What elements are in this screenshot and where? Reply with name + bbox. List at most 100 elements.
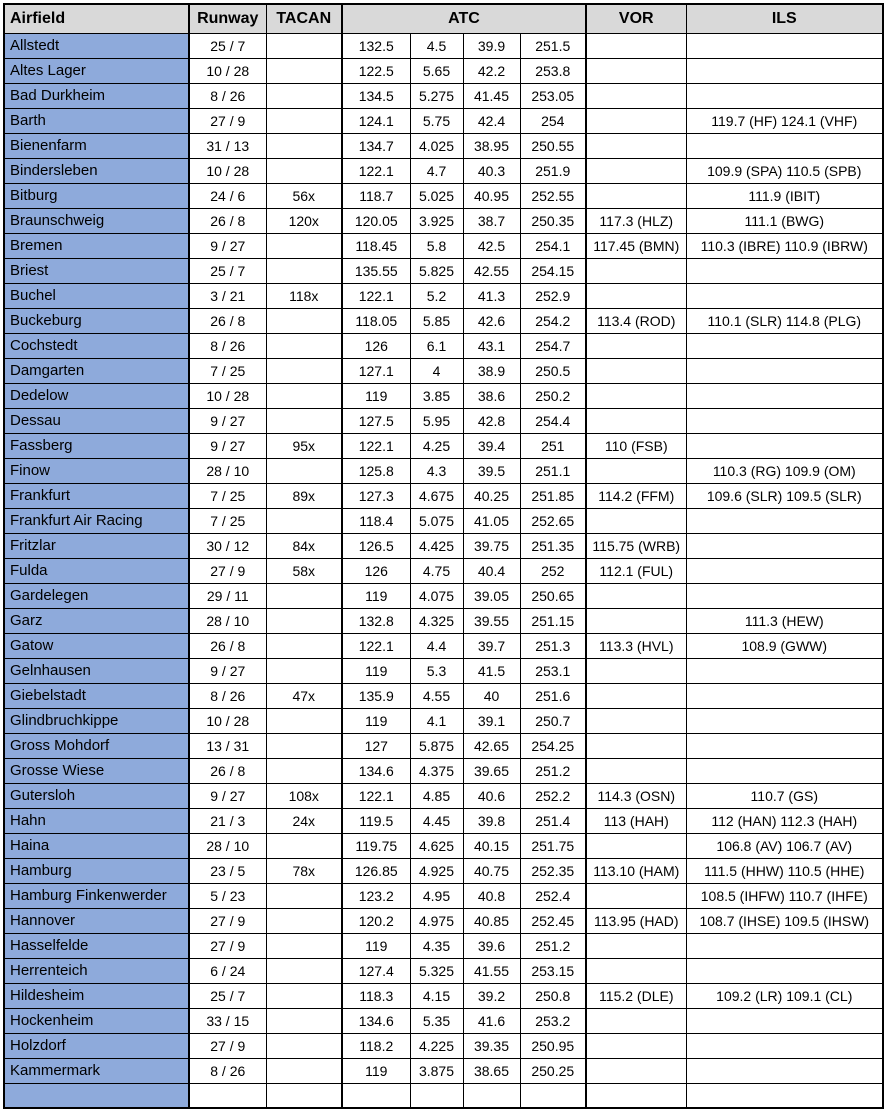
table-row: Hasselfelde 27 / 9 119 4.35 39.6 251.2 <box>3 932 884 959</box>
ils-cell: 110.1 (SLR) 114.8 (PLG) <box>685 307 884 334</box>
atc-cell: 39.1 <box>462 707 521 734</box>
ils-cell <box>685 657 884 684</box>
runway-cell: 24 / 6 <box>188 182 267 209</box>
atc-cell: 251.2 <box>519 757 588 784</box>
table-row: Garz 28 / 10 132.8 4.325 39.55 251.15 111.3 (H… <box>3 607 884 634</box>
runway-cell: 27 / 9 <box>188 907 267 934</box>
atc-cell: 40.95 <box>462 182 521 209</box>
atc-cell: 126 <box>341 557 411 584</box>
atc-cell: 251.9 <box>519 157 588 184</box>
atc-cell: 127 <box>341 732 411 759</box>
vor-cell <box>585 57 687 84</box>
atc-cell: 120.2 <box>341 907 411 934</box>
airfield-cell: Hildesheim <box>3 982 190 1009</box>
atc-cell: 5.875 <box>409 732 464 759</box>
vor-cell: 117.45 (BMN) <box>585 232 687 259</box>
ils-cell <box>685 707 884 734</box>
atc-cell: 3.875 <box>409 1057 464 1084</box>
table-row: Grosse Wiese 26 / 8 134.6 4.375 39.65 251.2 <box>3 757 884 784</box>
tacan-cell: 89x <box>265 482 343 509</box>
atc-cell: 126.85 <box>341 857 411 884</box>
runway-cell: 3 / 21 <box>188 282 267 309</box>
airfield-cell: Gutersloh <box>3 782 190 809</box>
table-row: Buckeburg 26 / 8 118.05 5.85 42.6 254.2 113.4 … <box>3 307 884 334</box>
atc-cell: 120.05 <box>341 207 411 234</box>
atc-cell: 41.45 <box>462 82 521 109</box>
atc-cell: 5.95 <box>409 407 464 434</box>
vor-cell <box>585 832 687 859</box>
airfield-cell <box>3 1082 190 1109</box>
atc-cell: 254.15 <box>519 257 588 284</box>
ils-cell <box>685 407 884 434</box>
table-row: Damgarten 7 / 25 127.1 4 38.9 250.5 <box>3 357 884 384</box>
tacan-cell <box>265 257 343 284</box>
airfield-cell: Cochstedt <box>3 332 190 359</box>
table-row: Cochstedt 8 / 26 126 6.1 43.1 254.7 <box>3 332 884 359</box>
atc-cell: 251.15 <box>519 607 588 634</box>
atc-cell: 119 <box>341 657 411 684</box>
atc-cell: 39.8 <box>462 807 521 834</box>
tacan-cell: 95x <box>265 432 343 459</box>
runway-cell: 26 / 8 <box>188 207 267 234</box>
airfield-cell: Gatow <box>3 632 190 659</box>
table-row: Altes Lager 10 / 28 122.5 5.65 42.2 253.8 <box>3 57 884 84</box>
airfield-cell: Hamburg <box>3 857 190 884</box>
runway-cell: 7 / 25 <box>188 357 267 384</box>
vor-cell <box>585 957 687 984</box>
atc-cell: 252.55 <box>519 182 588 209</box>
atc-cell: 5.75 <box>409 107 464 134</box>
atc-cell: 39.5 <box>462 457 521 484</box>
atc-cell: 38.6 <box>462 382 521 409</box>
tacan-cell <box>265 332 343 359</box>
atc-cell: 122.1 <box>341 157 411 184</box>
tacan-cell <box>265 582 343 609</box>
table-row: Braunschweig 26 / 8 120x 120.05 3.925 38.7 250… <box>3 207 884 234</box>
atc-cell: 251.3 <box>519 632 588 659</box>
atc-cell: 253.1 <box>519 657 588 684</box>
table-row: Haina 28 / 10 119.75 4.625 40.15 251.75 106.8 … <box>3 832 884 859</box>
tacan-cell <box>265 932 343 959</box>
ils-cell <box>685 757 884 784</box>
ils-cell <box>685 332 884 359</box>
runway-cell: 25 / 7 <box>188 982 267 1009</box>
table-row: Bremen 9 / 27 118.45 5.8 42.5 254.1 117.45 (BM… <box>3 232 884 259</box>
atc-cell: 4.4 <box>409 632 464 659</box>
airfield-cell: Frankfurt <box>3 482 190 509</box>
vor-cell: 113.10 (HAM) <box>585 857 687 884</box>
atc-cell: 41.5 <box>462 657 521 684</box>
atc-cell: 40.4 <box>462 557 521 584</box>
airfield-cell: Barth <box>3 107 190 134</box>
atc-cell: 4.225 <box>409 1032 464 1059</box>
airfield-cell: Briest <box>3 257 190 284</box>
runway-cell: 25 / 7 <box>188 257 267 284</box>
vor-cell <box>585 707 687 734</box>
table-row: Bad Durkheim 8 / 26 134.5 5.275 41.45 253.05 <box>3 82 884 109</box>
atc-cell: 253.05 <box>519 82 588 109</box>
atc-cell: 254.2 <box>519 307 588 334</box>
table-row: Herrenteich 6 / 24 127.4 5.325 41.55 253.15 <box>3 957 884 984</box>
atc-cell: 252.65 <box>519 507 588 534</box>
atc-cell: 124.1 <box>341 107 411 134</box>
ils-cell <box>685 57 884 84</box>
table-row: Briest 25 / 7 135.55 5.825 42.55 254.15 <box>3 257 884 284</box>
table-row: Gardelegen 29 / 11 119 4.075 39.05 250.65 <box>3 582 884 609</box>
ils-cell <box>685 32 884 59</box>
atc-cell: 122.1 <box>341 282 411 309</box>
atc-cell: 5.025 <box>409 182 464 209</box>
atc-cell: 127.4 <box>341 957 411 984</box>
tacan-cell <box>265 107 343 134</box>
airfield-cell: Glindbruchkippe <box>3 707 190 734</box>
airfield-cell: Damgarten <box>3 357 190 384</box>
tacan-cell: 58x <box>265 557 343 584</box>
ils-cell <box>685 132 884 159</box>
atc-cell: 39.9 <box>462 32 521 59</box>
tacan-cell <box>265 657 343 684</box>
tacan-cell: 56x <box>265 182 343 209</box>
atc-cell: 135.55 <box>341 257 411 284</box>
atc-cell: 4.95 <box>409 882 464 909</box>
runway-cell: 33 / 15 <box>188 1007 267 1034</box>
vor-cell <box>585 507 687 534</box>
tacan-cell <box>265 507 343 534</box>
ils-cell: 109.6 (SLR) 109.5 (SLR) <box>685 482 884 509</box>
atc-cell: 252.4 <box>519 882 588 909</box>
